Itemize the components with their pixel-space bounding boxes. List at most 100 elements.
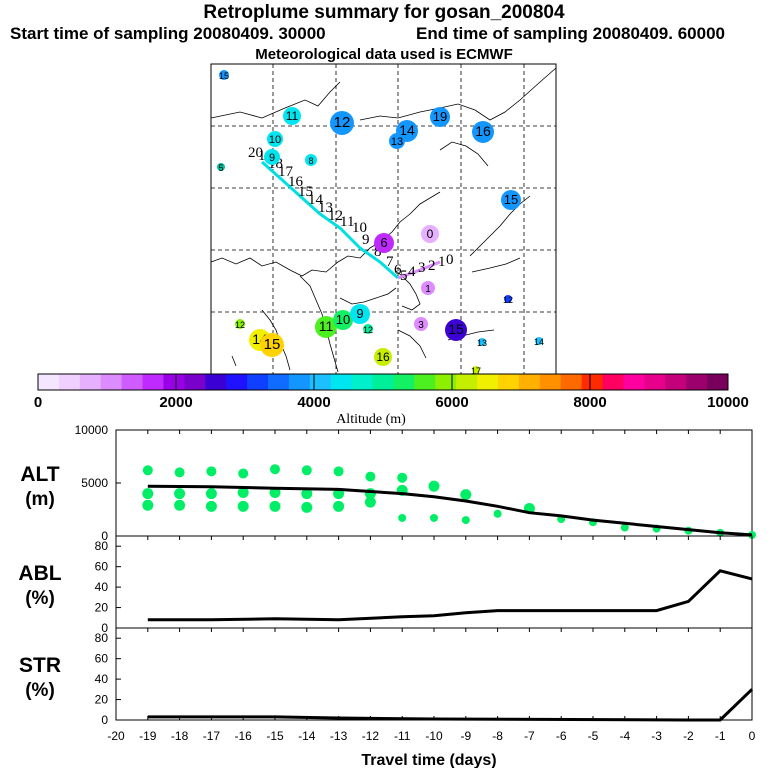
altitude-point xyxy=(206,466,217,477)
plume-marker-label: 12 xyxy=(363,325,373,335)
altitude-point xyxy=(174,488,186,500)
plume-marker-dot xyxy=(333,310,353,330)
plume-centerline-recent xyxy=(397,260,441,280)
altitude-point xyxy=(237,487,249,499)
plume-marker: 1 xyxy=(421,281,435,295)
plume-marker-dot xyxy=(330,111,354,135)
altitude-point xyxy=(301,488,313,500)
altitude-point xyxy=(333,466,344,477)
colorbar-tick-label: 10000 xyxy=(707,394,749,411)
plume-marker: 15 xyxy=(501,190,521,210)
plume-marker: 9 xyxy=(264,149,280,165)
plume-marker-dot xyxy=(421,225,439,243)
plume-marker-label: 16 xyxy=(475,123,491,139)
backtrack-day-2: 2 xyxy=(428,258,436,274)
colorbar-swatch xyxy=(330,374,353,390)
plume-marker-label: 13 xyxy=(477,338,487,348)
plume-marker-label: 12 xyxy=(334,114,351,131)
panel-yunit: (m) xyxy=(25,489,55,510)
plume-marker-dot xyxy=(504,295,512,303)
y-tick-label: 80 xyxy=(95,631,109,645)
plume-marker: 13 xyxy=(477,338,487,348)
colorbar-swatch xyxy=(142,374,164,390)
backtrack-day-5: 5 xyxy=(400,268,408,284)
plume-marker: 10 xyxy=(333,310,353,330)
colorbar-swatch xyxy=(163,374,185,390)
plume-marker-label: 14 xyxy=(399,122,415,138)
backtrack-day-7: 7 xyxy=(386,254,394,270)
series-line xyxy=(147,688,754,722)
colorbar-swatch xyxy=(539,374,562,390)
colorbar-swatch xyxy=(247,374,269,390)
x-tick-label: -12 xyxy=(362,729,380,743)
map-frame xyxy=(210,63,557,375)
y-tick-label: 5000 xyxy=(81,476,108,490)
altitude-point xyxy=(174,499,186,511)
panel-ylabel: ALT xyxy=(20,463,59,486)
start-time-label: Start time of sampling 20080409. 30000 xyxy=(10,24,326,43)
colorbar-swatch xyxy=(498,374,520,390)
colorbar-swatch xyxy=(79,374,102,390)
backtrack-day-1: 1 xyxy=(438,254,446,270)
colorbar-swatch xyxy=(309,374,332,390)
panel-abl: 80 60 40 20 0 ABL (%) xyxy=(18,535,753,635)
plume-marker-label: 11 xyxy=(319,318,334,334)
altitude-point xyxy=(270,464,280,475)
altitude-point xyxy=(397,472,408,483)
chart-title: Retroplume summary for gosan_200804 xyxy=(203,2,565,23)
plume-marker-label: 14 xyxy=(534,337,544,347)
x-tick-label: -16 xyxy=(235,729,253,743)
backtrack-day-20: 20 xyxy=(248,145,263,161)
colorbar-swatch xyxy=(602,374,624,390)
x-tick-label: -13 xyxy=(330,729,348,743)
colorbar-tick-label: 4000 xyxy=(297,394,330,411)
altitude-point xyxy=(142,488,154,500)
backtrack-day-15: 15 xyxy=(298,184,313,200)
altitude-point xyxy=(142,465,153,476)
x-tick-label: -5 xyxy=(588,729,599,743)
plume-marker-dot xyxy=(315,316,337,338)
colorbar-tick-label: 6000 xyxy=(435,394,468,411)
colorbar-swatch xyxy=(268,374,290,390)
plume-marker-label: 5 xyxy=(218,163,223,173)
plume-marker-label: 6 xyxy=(380,235,387,250)
colorbar-swatch xyxy=(393,374,415,390)
colorbar-swatch xyxy=(686,374,708,390)
plume-marker: 19 xyxy=(430,107,450,127)
altitude-point xyxy=(269,500,281,512)
plume-marker-dot xyxy=(363,324,373,334)
plume-marker: 3 xyxy=(414,317,428,331)
colorbar-swatch xyxy=(372,374,394,390)
plume-marker-label: 15 xyxy=(219,71,229,81)
y-tick-label: 20 xyxy=(95,693,109,707)
backtrack-day-13: 13 xyxy=(318,200,333,216)
plume-centerline xyxy=(261,160,399,280)
plume-marker-dot xyxy=(478,338,486,346)
colorbar-swatch xyxy=(351,374,374,390)
altitude-point xyxy=(205,488,217,500)
plume-marker: 8 xyxy=(305,154,317,166)
colorbar-tick-label: 2000 xyxy=(159,394,192,411)
altitude-point xyxy=(430,513,438,522)
panel-yunit: (%) xyxy=(25,680,55,701)
panel-alt: 10000 5000 0 ALT (m) xyxy=(20,423,756,543)
colorbar-swatch xyxy=(121,374,144,390)
plume-marker: 15 xyxy=(260,333,284,357)
plume-marker-label: 9 xyxy=(356,306,363,321)
altitude-point xyxy=(364,496,376,508)
altitude-point xyxy=(301,465,312,476)
backtrack-day-11: 11 xyxy=(340,214,354,230)
plume-marker-dot xyxy=(414,317,428,331)
plume-marker: 12 xyxy=(330,111,354,135)
colorbar-swatch xyxy=(288,374,311,390)
x-tick-label: -3 xyxy=(651,729,662,743)
panel-yunit: (%) xyxy=(25,588,55,609)
colorbar-tick-label: 8000 xyxy=(573,394,606,411)
plume-marker-dot xyxy=(535,337,543,345)
colorbar-swatch xyxy=(644,374,666,390)
coastlines xyxy=(210,67,557,373)
colorbar-swatch xyxy=(100,374,123,390)
plume-marker-dot xyxy=(501,190,521,210)
